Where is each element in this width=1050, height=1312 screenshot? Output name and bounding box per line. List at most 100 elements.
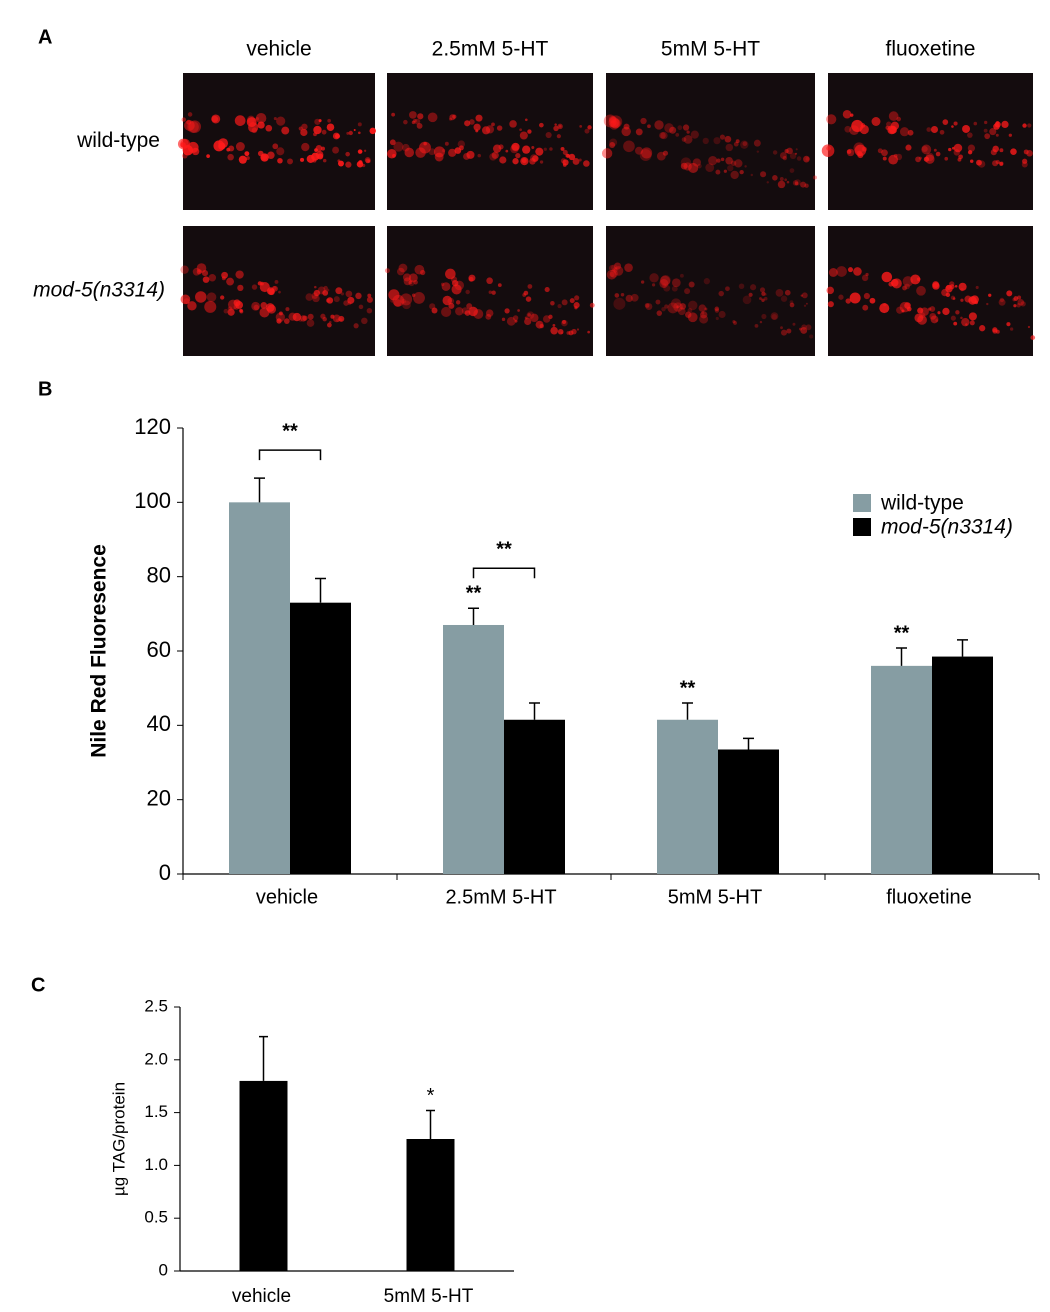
fat-droplet bbox=[708, 156, 718, 166]
error-bar bbox=[468, 607, 479, 625]
fat-droplet bbox=[805, 302, 808, 305]
fat-droplet bbox=[496, 125, 503, 131]
fat-droplet bbox=[759, 297, 762, 300]
fat-droplet bbox=[587, 125, 592, 130]
fat-droplet bbox=[739, 169, 744, 175]
fat-droplet bbox=[780, 326, 783, 330]
fat-droplet bbox=[724, 135, 732, 143]
fat-droplet bbox=[969, 320, 975, 326]
fat-droplet bbox=[667, 302, 679, 314]
fat-droplet bbox=[473, 123, 481, 131]
y-tick-label: 20 bbox=[147, 785, 171, 810]
bar bbox=[406, 1139, 455, 1271]
micrograph bbox=[180, 226, 375, 356]
fat-droplet bbox=[915, 156, 921, 163]
y-tick-label: 2.0 bbox=[144, 1049, 168, 1068]
fat-droplet bbox=[670, 298, 682, 309]
fat-droplet bbox=[612, 118, 621, 128]
fat-droplet bbox=[656, 151, 666, 161]
fat-droplet bbox=[784, 289, 791, 296]
fat-droplet bbox=[562, 320, 567, 325]
fat-droplet bbox=[227, 308, 235, 316]
fat-droplet bbox=[780, 329, 788, 336]
error-bar bbox=[896, 647, 907, 666]
y-tick-label: 0 bbox=[159, 1260, 168, 1279]
fat-droplet bbox=[923, 156, 930, 162]
fat-droplet bbox=[188, 120, 202, 133]
fat-droplet bbox=[611, 264, 618, 271]
fat-droplet bbox=[999, 162, 1004, 166]
fat-droplet bbox=[730, 160, 737, 166]
fat-droplet bbox=[610, 118, 621, 129]
fat-droplet bbox=[338, 315, 345, 322]
fat-droplet bbox=[521, 158, 527, 164]
fat-droplet bbox=[314, 148, 318, 152]
fat-droplet bbox=[353, 128, 356, 131]
significance-marker: ** bbox=[282, 420, 298, 442]
fat-droplet bbox=[929, 312, 937, 320]
fat-droplet bbox=[409, 111, 417, 119]
fat-droplet bbox=[759, 320, 763, 324]
fat-droplet bbox=[333, 296, 340, 303]
fat-droplet bbox=[609, 120, 619, 130]
legend-swatch bbox=[853, 518, 871, 536]
fat-droplet bbox=[340, 292, 344, 296]
fat-droplet bbox=[1016, 303, 1021, 308]
fat-droplet bbox=[716, 158, 721, 163]
fat-droplet bbox=[684, 288, 691, 295]
fat-droplet bbox=[391, 112, 396, 117]
fat-droplet bbox=[960, 316, 963, 320]
fat-droplet bbox=[640, 117, 647, 125]
fat-droplet bbox=[620, 292, 625, 297]
fat-droplet bbox=[888, 111, 899, 121]
fat-droplet bbox=[623, 140, 635, 153]
fat-droplet bbox=[267, 151, 275, 160]
fat-droplet bbox=[770, 312, 779, 320]
fat-droplet bbox=[699, 314, 709, 324]
fat-droplet bbox=[976, 159, 982, 166]
fat-droplet bbox=[962, 124, 971, 133]
fat-droplet bbox=[1021, 161, 1028, 168]
fat-droplet bbox=[557, 304, 562, 309]
fat-droplet bbox=[968, 312, 977, 321]
fat-droplet bbox=[1013, 304, 1017, 308]
fat-droplet bbox=[690, 130, 699, 139]
fat-droplet bbox=[320, 313, 326, 319]
fat-droplet bbox=[233, 299, 241, 307]
fat-droplet bbox=[786, 180, 790, 184]
fat-droplet bbox=[323, 285, 328, 291]
fat-droplet bbox=[400, 293, 413, 306]
fat-droplet bbox=[335, 287, 343, 295]
x-tick-label: vehicle bbox=[256, 886, 318, 908]
y-tick-label: 120 bbox=[134, 414, 171, 439]
fat-droplet bbox=[766, 181, 769, 184]
fat-droplet bbox=[847, 267, 853, 273]
fat-droplet bbox=[313, 289, 321, 297]
fat-droplet bbox=[926, 127, 932, 132]
fat-droplet bbox=[548, 314, 553, 320]
fat-droplet bbox=[497, 283, 502, 287]
fat-droplet bbox=[662, 150, 669, 156]
fat-droplet bbox=[322, 158, 327, 163]
fat-droplet bbox=[276, 318, 282, 324]
fat-droplet bbox=[524, 316, 528, 320]
column-header: 5mM 5-HT bbox=[661, 38, 760, 61]
fat-droplet bbox=[696, 163, 702, 169]
fat-droplet bbox=[519, 128, 522, 132]
fat-droplet bbox=[656, 310, 663, 316]
fat-droplet bbox=[784, 149, 789, 154]
fat-droplet bbox=[952, 297, 956, 300]
fat-droplet bbox=[527, 313, 531, 317]
fat-droplet bbox=[789, 168, 795, 173]
fat-droplet bbox=[523, 290, 529, 296]
fat-droplet bbox=[557, 328, 564, 335]
micrograph bbox=[384, 226, 595, 356]
fat-droplet bbox=[953, 121, 958, 126]
fat-droplet bbox=[945, 292, 951, 297]
fat-droplet bbox=[738, 283, 745, 290]
fat-droplet bbox=[842, 109, 852, 119]
fat-droplet bbox=[734, 159, 743, 168]
fat-droplet bbox=[905, 144, 912, 151]
significance-marker: ** bbox=[466, 583, 482, 605]
fat-droplet bbox=[800, 327, 808, 334]
